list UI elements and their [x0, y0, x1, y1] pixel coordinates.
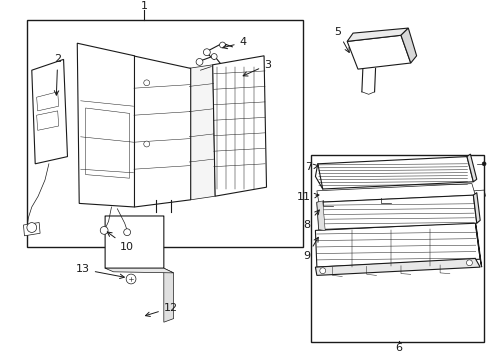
Circle shape [219, 42, 225, 48]
Polygon shape [317, 157, 472, 189]
Circle shape [126, 274, 136, 284]
Text: 12: 12 [145, 303, 178, 316]
Polygon shape [23, 222, 40, 236]
Polygon shape [315, 258, 479, 275]
Text: 10: 10 [107, 232, 134, 252]
Text: 5: 5 [334, 27, 348, 53]
Circle shape [481, 162, 485, 166]
Circle shape [27, 222, 37, 233]
Polygon shape [32, 59, 67, 164]
Bar [27, 20, 303, 247]
Polygon shape [133, 56, 190, 207]
Polygon shape [77, 43, 134, 207]
Polygon shape [316, 184, 474, 202]
Polygon shape [188, 65, 215, 200]
Text: 1: 1 [141, 1, 147, 12]
Polygon shape [316, 195, 476, 230]
Text: 3: 3 [243, 60, 270, 76]
Circle shape [143, 80, 149, 86]
Polygon shape [163, 268, 173, 322]
Circle shape [196, 58, 203, 66]
Polygon shape [474, 222, 481, 267]
Polygon shape [466, 154, 476, 182]
Circle shape [466, 260, 471, 266]
Text: 2: 2 [54, 54, 61, 95]
Circle shape [211, 54, 217, 59]
Polygon shape [37, 92, 59, 111]
Text: 6: 6 [394, 343, 401, 354]
Bar [310, 155, 483, 342]
Polygon shape [472, 193, 479, 223]
Polygon shape [400, 28, 416, 63]
Text: 11: 11 [296, 192, 318, 202]
Text: 8: 8 [303, 210, 319, 230]
Polygon shape [212, 56, 266, 196]
Polygon shape [37, 111, 59, 130]
Circle shape [143, 141, 149, 147]
Text: 13: 13 [76, 264, 124, 279]
Text: 9: 9 [303, 237, 318, 261]
Polygon shape [315, 222, 479, 267]
Polygon shape [346, 28, 407, 41]
Polygon shape [85, 108, 129, 178]
Circle shape [319, 268, 325, 274]
Text: 4: 4 [223, 37, 246, 49]
Polygon shape [346, 35, 410, 69]
Circle shape [123, 229, 130, 236]
Polygon shape [105, 268, 173, 273]
Text: 7: 7 [304, 162, 317, 172]
Circle shape [203, 49, 210, 56]
Circle shape [100, 226, 108, 234]
FancyBboxPatch shape [105, 216, 163, 268]
Polygon shape [316, 201, 325, 230]
